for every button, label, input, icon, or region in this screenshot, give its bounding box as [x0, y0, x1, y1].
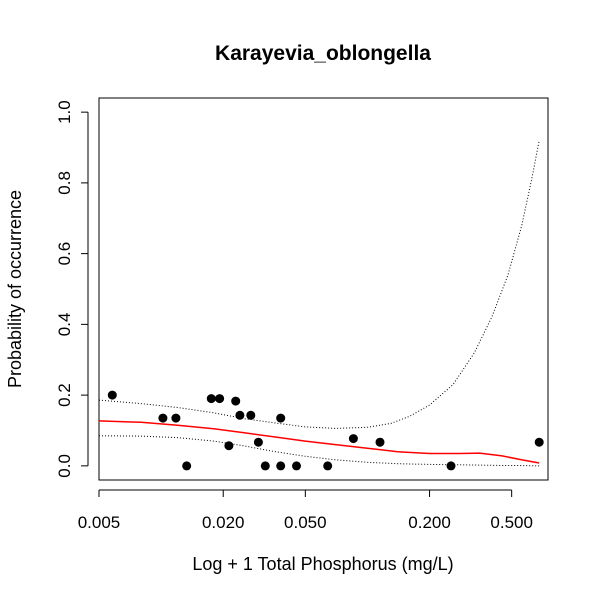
y-tick-label-1: 0.2 [55, 383, 74, 407]
y-tick-label-0: 0.0 [55, 454, 74, 478]
data-point-14 [292, 461, 301, 471]
data-point-15 [323, 461, 333, 471]
plot-box [98, 97, 549, 481]
data-point-8 [235, 410, 245, 420]
data-point-11 [260, 461, 270, 471]
y-tick-label-4: 0.8 [55, 171, 74, 195]
confidence-band-line-2 [98, 140, 540, 429]
y-axis: 0.0 0.2 0.4 0.6 0.8 1.0 [55, 100, 89, 478]
x-tick-label-0: 0.005 [78, 513, 121, 532]
x-tick-label-4: 0.500 [490, 513, 533, 532]
data-point-18 [446, 461, 456, 471]
data-point-17 [375, 437, 385, 447]
data-point-1 [158, 413, 168, 423]
series-layer [98, 140, 544, 471]
x-tick-label-1: 0.020 [202, 513, 245, 532]
data-point-4 [206, 394, 216, 404]
y-tick-label-2: 0.4 [55, 313, 74, 337]
y-tick-label-3: 0.6 [55, 242, 74, 266]
x-axis-label: Log + 1 Total Phosphorus (mg/L) [192, 554, 453, 574]
data-point-16 [348, 434, 358, 444]
x-tick-label-3: 0.200 [408, 513, 451, 532]
data-point-6 [224, 441, 234, 451]
data-point-0 [107, 390, 117, 400]
y-axis-label: Probability of occurrence [5, 190, 25, 388]
data-point-2 [171, 413, 181, 423]
y-tick-label-5: 1.0 [55, 100, 74, 124]
fitted-curve-line [98, 420, 540, 464]
x-tick-label-2: 0.050 [284, 513, 327, 532]
data-point-9 [246, 410, 256, 420]
data-point-7 [231, 396, 241, 406]
data-point-5 [215, 394, 225, 404]
confidence-band-line-3 [98, 435, 540, 467]
data-point-10 [253, 437, 263, 447]
data-point-3 [182, 461, 192, 471]
chart-title: Karayevia_oblongella [215, 42, 431, 65]
data-point-19 [534, 437, 544, 447]
x-axis: 0.005 0.020 0.050 0.200 0.500 [78, 489, 533, 532]
data-point-12 [276, 461, 286, 471]
data-point-13 [276, 413, 286, 423]
